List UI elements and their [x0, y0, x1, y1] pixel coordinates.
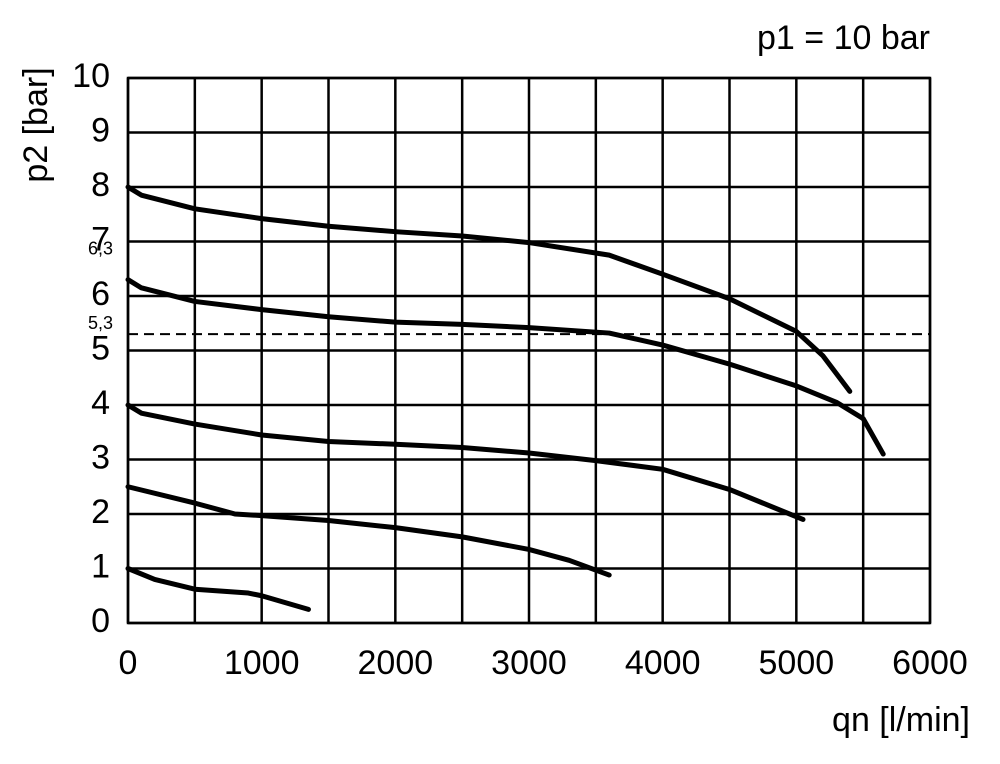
x-tick-label: 1000	[224, 644, 300, 682]
y-tick-label: 6	[91, 275, 110, 313]
y-tick-label: 0	[91, 602, 110, 640]
y-tick-label: 10	[72, 57, 110, 95]
y-tick-label: 3	[91, 438, 110, 476]
chart-title: p1 = 10 bar	[757, 19, 930, 57]
data-line	[125, 184, 853, 394]
reference-label: 5,3	[88, 313, 113, 333]
x-axis-title: qn [l/min]	[832, 701, 970, 739]
data-line	[125, 277, 886, 457]
data-line	[125, 402, 806, 522]
x-tick-label: 3000	[491, 644, 567, 682]
y-tick-label: 1	[91, 547, 110, 585]
data-line	[125, 484, 612, 578]
x-tick-label: 0	[119, 644, 138, 682]
y-tick-label: 8	[91, 166, 110, 204]
y-tick-label: 5	[91, 329, 110, 367]
y-axis-title: p2 [bar]	[17, 67, 55, 182]
x-tick-label: 5000	[759, 644, 835, 682]
x-tick-label: 4000	[625, 644, 701, 682]
y-tick-label: 4	[91, 384, 110, 422]
x-tick-label: 6000	[892, 644, 968, 682]
plot-frame	[126, 76, 932, 625]
y-tick-label: 2	[91, 493, 110, 531]
data-line	[125, 566, 311, 612]
annotation: 6,3	[88, 238, 113, 258]
y-tick-label: 9	[91, 111, 110, 149]
x-tick-label: 2000	[358, 644, 434, 682]
y-tick-label: 7	[91, 220, 110, 258]
